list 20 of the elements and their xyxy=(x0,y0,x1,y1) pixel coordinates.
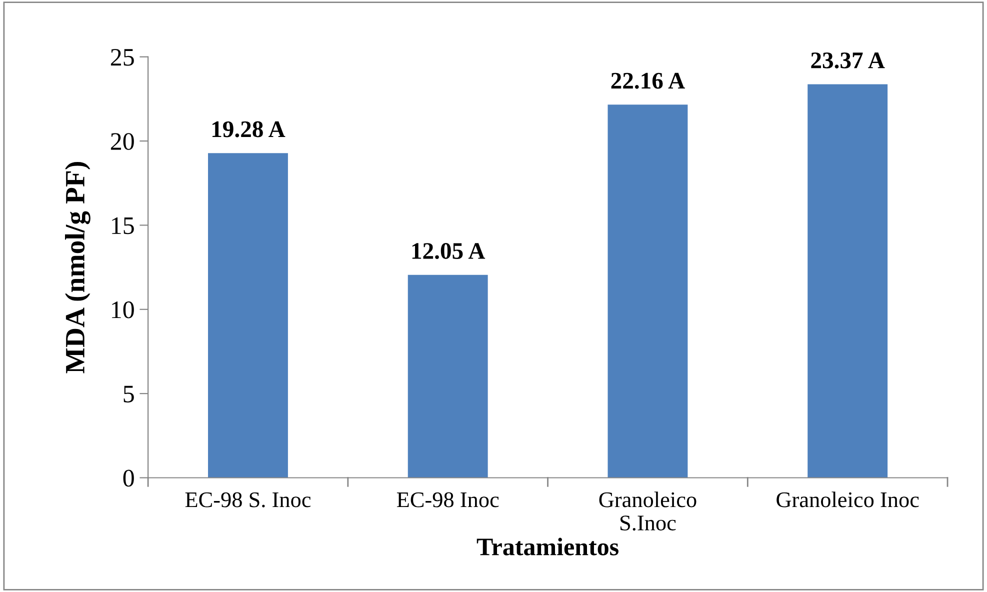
x-tick-label: EC-98 S. Inoc xyxy=(185,492,311,508)
y-tick-label: 0 xyxy=(123,470,134,487)
data-label: 22.16 A xyxy=(611,72,685,89)
bar xyxy=(208,153,288,478)
data-label: 12.05 A xyxy=(412,243,486,260)
y-tick-label: 10 xyxy=(112,301,134,318)
bar xyxy=(608,104,688,478)
x-tick-label: Granoleico S.Inoc xyxy=(599,492,696,531)
data-label: 19.28 A xyxy=(212,121,286,138)
bar xyxy=(808,84,888,478)
data-label: 23.37 A xyxy=(811,52,885,68)
x-tick-label: Granoleico Inoc xyxy=(776,492,919,508)
x-axis-title: Tratamientos xyxy=(476,538,618,556)
y-tick-label: 5 xyxy=(124,386,134,402)
y-tick-label: 25 xyxy=(110,48,134,66)
y-tick-label: 20 xyxy=(110,133,134,150)
bar xyxy=(408,274,488,478)
x-tick-label: EC-98 Inoc xyxy=(396,492,499,508)
y-axis-title: MDA (nmol/g PF) xyxy=(65,162,90,374)
y-tick-label: 15 xyxy=(112,217,134,234)
